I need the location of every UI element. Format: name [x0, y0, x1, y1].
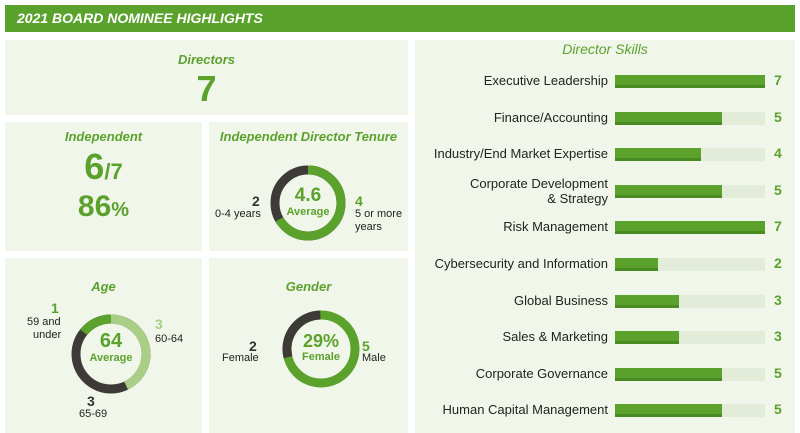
skill-label: Corporate Governance — [475, 365, 608, 381]
skill-bar — [615, 148, 701, 162]
skill-value-label: 7 — [774, 218, 782, 235]
skill-label: Executive Leadership — [483, 73, 608, 88]
age-title: Age — [91, 279, 116, 294]
gender-center-label: Female — [302, 351, 340, 363]
tenure-right-label-1: 5 or more — [355, 208, 403, 220]
skill-value-label: 3 — [774, 328, 782, 345]
skill-value-label: 5 — [774, 108, 782, 125]
directors-title: Directors — [177, 52, 236, 67]
age-center-label: Average — [89, 352, 133, 364]
skill-label: Risk Management — [503, 219, 608, 235]
tenure-left-count: 2 — [252, 193, 260, 209]
age-center-value: 64 — [99, 330, 123, 352]
skill-value-label: 3 — [774, 291, 782, 308]
directors-panel: Directors 7 — [5, 40, 408, 115]
skill-bar — [615, 184, 723, 198]
skill-label: Cybersecurity and Information — [434, 256, 608, 271]
skill-bar — [615, 404, 723, 418]
independent-pct-num: 86 — [77, 190, 112, 223]
skill-label: Global Business — [514, 292, 608, 308]
skill-label: & Strategy — [547, 190, 608, 206]
tenure-ring-green — [270, 165, 346, 241]
skill-value-label: 5 — [774, 181, 782, 198]
independent-panel: Independent 6/7 86% — [5, 122, 202, 251]
skill-bar — [615, 331, 680, 345]
age-panel: Age 64 Average 1 59 and under 3 60-64 3 … — [5, 258, 202, 433]
independent-percent: 86% — [5, 190, 202, 224]
skill-bar — [615, 221, 765, 235]
age-group1-label-1: 59 and — [27, 316, 61, 328]
gender-ring-dark — [282, 310, 360, 388]
directors-count: 7 — [196, 68, 217, 109]
age-group3-count: 3 — [87, 393, 95, 409]
skill-value-label: 7 — [774, 72, 782, 88]
gender-female-label: Female — [222, 352, 259, 364]
page-header: 2021 BOARD NOMINEE HIGHLIGHTS — [5, 5, 795, 32]
skill-label: Sales & Marketing — [502, 329, 609, 345]
skill-value-label: 5 — [774, 364, 782, 381]
tenure-panel: Independent Director Tenure 4.6 Average … — [209, 122, 408, 251]
skill-bar — [615, 367, 723, 381]
independent-ratio-num: 6 — [84, 146, 105, 187]
age-group1-label-2: under — [33, 329, 62, 341]
tenure-right-count: 4 — [355, 193, 363, 209]
skill-value-label: 4 — [774, 145, 782, 162]
skills-panel — [415, 40, 795, 433]
age-group1-count: 1 — [51, 300, 59, 316]
gender-center-value: 29% — [302, 331, 340, 351]
skill-bar — [615, 294, 680, 308]
gender-male-label: Male — [362, 352, 386, 364]
skill-bar — [615, 111, 723, 125]
independent-ratio: 6/7 — [5, 146, 202, 188]
skill-label: Corporate Development — [469, 175, 608, 191]
gender-title: Gender — [285, 279, 332, 294]
gender-donut — [282, 310, 360, 388]
gender-panel: Gender 29% Female 2 Female 5 Male — [209, 258, 408, 433]
skills-title: Director Skills — [562, 41, 648, 57]
age-group3-label: 65-69 — [79, 408, 108, 420]
age-donut — [71, 314, 151, 394]
skill-label: Finance/Accounting — [493, 109, 608, 125]
skill-bar — [615, 75, 765, 88]
tenure-right-label-2: years — [355, 221, 382, 233]
age-group2-count: 3 — [155, 316, 163, 332]
independent-ratio-den: /7 — [104, 159, 123, 184]
independent-title: Independent — [64, 129, 143, 144]
tenure-donut — [270, 165, 346, 241]
tenure-title: Independent Director Tenure — [219, 129, 398, 144]
age-ring-green — [71, 314, 151, 394]
skill-bar — [615, 258, 658, 271]
skill-value-label: 5 — [774, 401, 782, 418]
tenure-left-label: 0-4 years — [215, 208, 261, 220]
tenure-center-value: 4.6 — [294, 185, 322, 206]
independent-pct-sym: % — [111, 199, 130, 221]
tenure-center-label: Average — [286, 206, 330, 218]
skill-label: Human Capital Management — [442, 402, 608, 418]
gender-female-count: 2 — [249, 338, 257, 354]
skill-value-label: 2 — [774, 255, 782, 271]
gender-male-count: 5 — [362, 338, 370, 354]
skill-label: Industry/End Market Expertise — [433, 146, 608, 162]
age-group2-label: 60-64 — [155, 333, 184, 345]
